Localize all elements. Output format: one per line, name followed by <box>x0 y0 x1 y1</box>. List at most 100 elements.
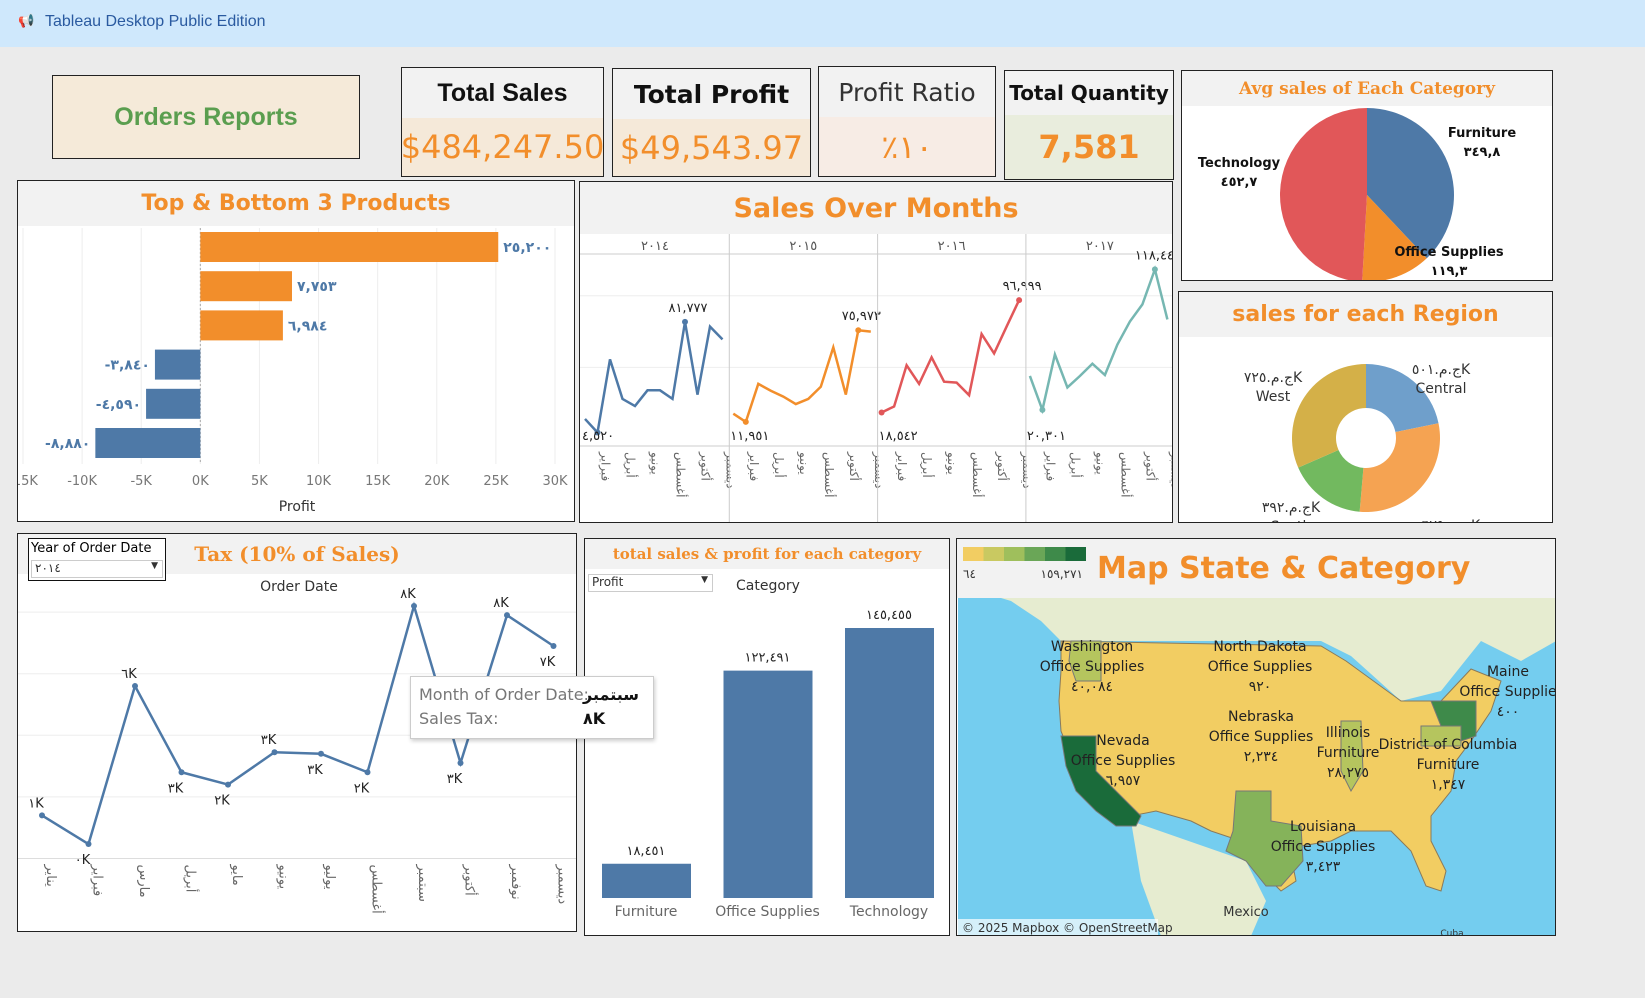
map-label-state: Nevada <box>1096 733 1149 749</box>
slice-category-label: Office Supplies <box>1394 245 1504 260</box>
bar[interactable] <box>146 388 201 419</box>
month-label: نوفمبر <box>508 864 523 900</box>
slice-furniture[interactable] <box>1367 108 1454 259</box>
chevron-down-icon[interactable]: ▼ <box>701 575 708 585</box>
tax-value-label: ٨K <box>400 587 416 602</box>
month-label: ديسمبر <box>1019 451 1034 489</box>
tax-point[interactable] <box>271 749 278 756</box>
tax-value-label: ٧K <box>540 655 556 670</box>
legend-swatch <box>1004 547 1025 561</box>
min-point[interactable] <box>1039 406 1046 413</box>
kpi-label: Total Quantity <box>1005 71 1173 115</box>
year-filter-label: Year of Order Date <box>31 541 152 556</box>
state-illinois[interactable] <box>1340 720 1364 793</box>
tax-value-label: ٢K <box>214 794 230 809</box>
panel-title: total sales & profit for each category <box>585 539 949 569</box>
category-bar[interactable] <box>602 863 691 898</box>
slice-technology[interactable] <box>1280 108 1367 281</box>
bar[interactable] <box>154 349 201 380</box>
x-tick-label: 5K <box>251 474 268 489</box>
place-label: Mexico <box>1223 905 1268 920</box>
category-bar[interactable] <box>845 628 934 898</box>
month-label: يونيو <box>1092 451 1107 475</box>
sales-line[interactable] <box>1028 265 1169 415</box>
bar-value-label: ٧,٧٥٣ <box>297 279 337 295</box>
bar-value-label: -٨,٨٨٠ <box>45 436 90 452</box>
tax-point[interactable] <box>364 769 371 776</box>
sales-over-months-chart: ٢٠١٤ ٤,٥٢٠ ٨١,٧٧٧ فبراير أبريل يونيو أغسطس أكتو… <box>580 234 1172 522</box>
max-point[interactable] <box>1151 266 1158 273</box>
chevron-down-icon[interactable]: ▼ <box>151 561 158 571</box>
map-label-category: Office Supplies <box>1040 659 1145 675</box>
month-label: أكتوبر <box>698 451 714 481</box>
sales-line[interactable] <box>584 321 724 436</box>
month-label: سبتمبر <box>415 864 430 902</box>
tax-value-label: ٣K <box>307 763 323 778</box>
x-tick-label: 30K <box>542 474 568 489</box>
tax-value-label: ٦K <box>121 667 137 682</box>
month-label: فبراير <box>746 451 761 481</box>
state-california[interactable] <box>1060 735 1142 827</box>
month-label: أغسطس <box>821 452 837 497</box>
sales-line[interactable] <box>881 299 1021 414</box>
tax-point[interactable] <box>39 812 45 819</box>
year-filter-dropdown[interactable]: ٢٠١٤ ▼ <box>31 560 163 578</box>
min-point[interactable] <box>878 409 885 416</box>
month-label: أكتوبر <box>462 864 479 896</box>
max-point[interactable] <box>682 318 688 325</box>
state-pennsylvania[interactable] <box>1420 725 1462 747</box>
map-chart[interactable]: ٦٤ ١٥٩,٢٧١ Washington Office Supplies ٤٠,٠٨٤… <box>957 539 1556 936</box>
month-label: فبراير <box>598 451 613 481</box>
state-texas[interactable] <box>1225 790 1304 887</box>
min-point[interactable] <box>594 429 601 436</box>
slice-central[interactable] <box>1366 364 1439 433</box>
x-tick-label: 15K <box>365 474 391 489</box>
month-label: أبريل <box>919 452 935 478</box>
tax-point[interactable] <box>225 781 231 788</box>
tax-point[interactable] <box>504 612 510 619</box>
megaphone-icon[interactable]: 📢 <box>18 14 35 29</box>
map-label-value: ٤٠٠ <box>1497 704 1520 720</box>
slice-west[interactable] <box>1292 364 1366 468</box>
map-label-category: Office Supplies <box>1071 753 1176 769</box>
slice-east[interactable] <box>1359 423 1440 512</box>
tax-point[interactable] <box>457 760 464 767</box>
bar[interactable] <box>95 428 201 458</box>
slice-south[interactable] <box>1298 450 1364 512</box>
app-title: Tableau Desktop Public Edition <box>45 13 266 30</box>
month-label: مايو <box>229 864 244 886</box>
bar[interactable] <box>200 310 283 341</box>
attribution-bg <box>958 919 1158 935</box>
panel-title: Sales Over Months <box>580 182 1172 234</box>
tax-point[interactable] <box>318 750 324 757</box>
slice-office-supplies[interactable] <box>1362 195 1427 281</box>
min-label: ١١,٩٥١ <box>730 429 769 444</box>
sales-line[interactable] <box>732 328 871 424</box>
bar[interactable] <box>200 271 292 302</box>
measure-dropdown[interactable]: Profit ▼ <box>588 574 713 592</box>
tax-point[interactable] <box>132 683 138 690</box>
tooltip: Month of Order Date: سبتمبر Sales Tax: ٨… <box>410 676 654 739</box>
sales-over-months-panel: Sales Over Months ٢٠١٤ ٤,٥٢٠ ٨١,٧٧٧ فبراير أ… <box>579 181 1173 523</box>
tax-value-label: ٣K <box>447 772 463 787</box>
tax-point[interactable] <box>550 642 557 649</box>
max-point[interactable] <box>1016 297 1023 304</box>
tax-point[interactable] <box>85 841 92 848</box>
kpi-label: Total Sales <box>402 68 603 118</box>
min-point[interactable] <box>742 418 749 425</box>
year-filter[interactable]: Year of Order Date ٢٠١٤ ▼ <box>28 538 166 581</box>
bar-value-label: -٤,٥٩٠ <box>96 397 141 413</box>
tooltip-month-value: سبتمبر <box>583 685 640 704</box>
tax-point[interactable] <box>178 769 185 776</box>
map-attribution: © 2025 Mapbox © OpenStreetMap <box>962 921 1173 935</box>
month-label: أبريل <box>623 452 639 478</box>
map-label-state: Washington <box>1051 639 1133 655</box>
max-point[interactable] <box>855 327 862 334</box>
kpi-total-profit: Total Profit $49,543.97 <box>612 68 811 177</box>
state-new-york[interactable] <box>1430 700 1477 742</box>
tax-point[interactable] <box>411 602 417 609</box>
bar[interactable] <box>200 232 499 262</box>
state-washington[interactable] <box>1068 640 1102 682</box>
category-bar[interactable] <box>723 670 813 898</box>
month-label: يناير <box>43 864 58 888</box>
